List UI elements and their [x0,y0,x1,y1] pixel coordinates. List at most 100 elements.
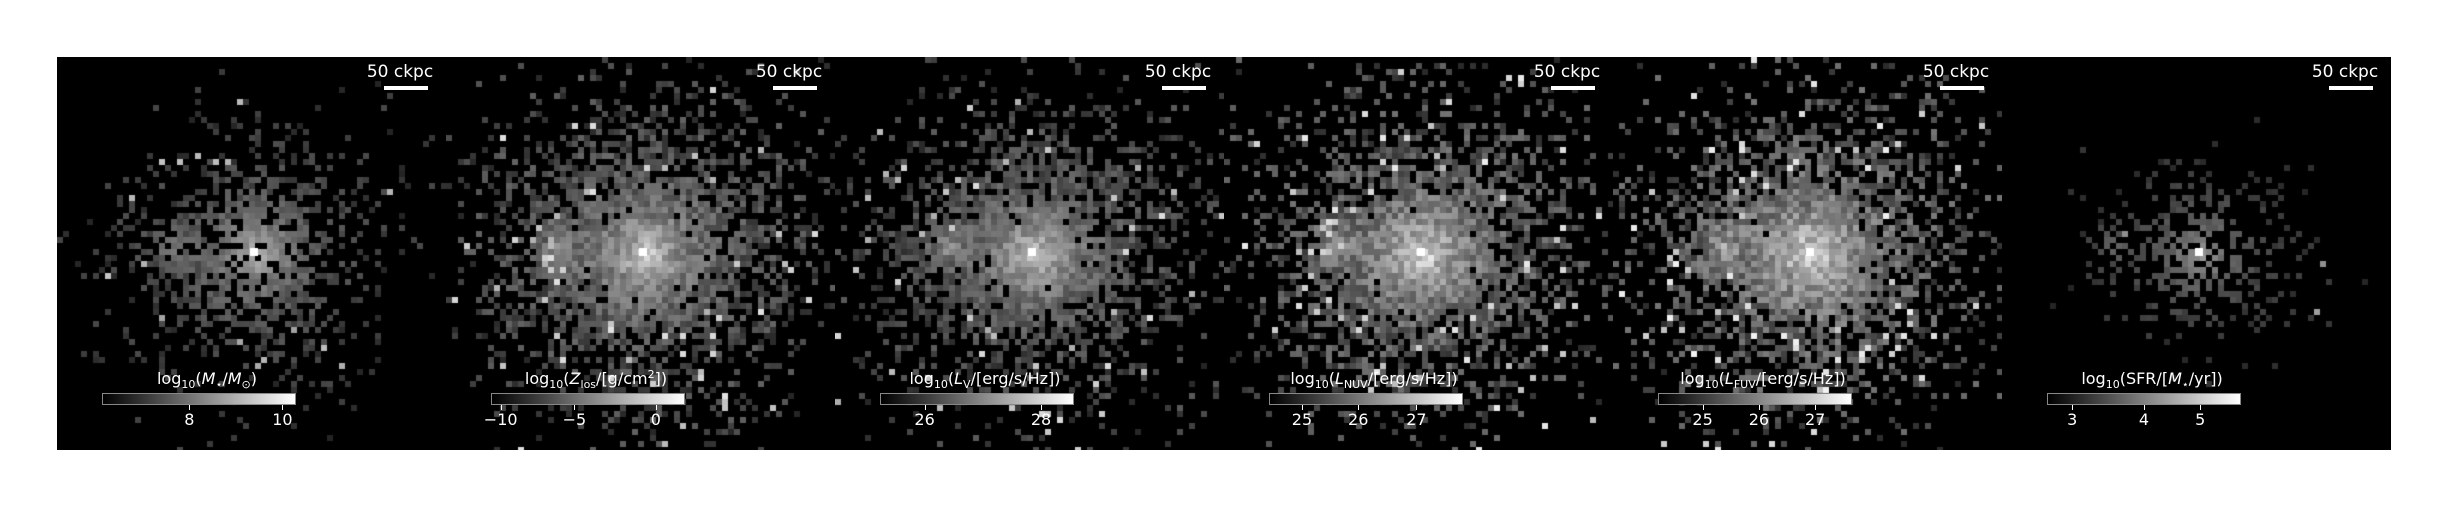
map-image [446,57,835,450]
scale-bar [384,86,428,90]
colorbar-label-part: ) [250,369,257,388]
map-panel-nuv-luminosity: 50 ckpc log10(LNUV/[erg/s/Hz]) 25 26 27 [1224,57,1613,450]
colorbar-label: log10(M⋆/M⊙) [57,368,357,391]
colorbar-tick-label: −10 [483,410,518,429]
colorbar-label-part: ( [1718,369,1725,388]
colorbar-tick [1758,405,1760,410]
colorbar-label-part: M [2168,369,2182,388]
scale-bar [1551,86,1595,90]
colorbar-tick-label: 28 [1030,410,1052,429]
colorbar-label-part: log [1290,369,1315,388]
map-panel-metal-column-density: 50 ckpc log10(Zlos/[g/cm2]) −10 −5 0 [446,57,835,450]
colorbar-tick [1041,405,1043,410]
colorbar-label-part: 10 [181,378,196,391]
colorbar-tick [1815,405,1817,410]
colorbar-label-part: log [524,369,550,388]
colorbar-label: log10(SFR/[M⋆/yr]) [2002,368,2302,391]
colorbar [102,393,296,405]
colorbar-label-part: NUV [1343,378,1368,391]
scale-bar [1940,86,1984,90]
colorbar-tick-label: 25 [1692,410,1713,429]
colorbar-label-part: ⋆ [2181,378,2189,391]
colorbar-tick-label: −5 [562,410,587,429]
image-strip: 50 ckpc log10(M⋆/M⊙) 8 10 50 ckpc log10(Zlos/… [57,57,2391,450]
colorbar-label: log10(LNUV/[erg/s/Hz]) [1224,368,1524,391]
colorbar-tick [1702,405,1704,410]
colorbar-label-part: log [2081,369,2106,388]
colorbar-label-part: 10 [2105,378,2120,391]
colorbar-label-part: M [201,369,216,388]
map-panel-v-band-luminosity: 50 ckpc log10(LV/[erg/s/Hz]) 26 28 [835,57,1224,450]
colorbar-label-part: FUV [1733,378,1756,391]
colorbar-tick [2144,405,2145,410]
map-panel-star-formation-rate: 50 ckpc log10(SFR/[M⋆/yr]) 3 4 5 [2002,57,2391,450]
colorbar-tick-label: 8 [184,410,195,429]
colorbar-label-part: ]) [654,369,668,388]
colorbar-label-part: ⊙ [241,378,251,391]
map-image [835,57,1224,450]
colorbar-label-part: 10 [1314,378,1329,391]
map-image [2002,57,2391,450]
scale-bar-label: 50 ckpc [755,62,823,82]
colorbar-label-part: /[erg/s/Hz]) [1755,369,1846,388]
colorbar-label-part: 10 [933,378,948,391]
scale-bar [1162,86,1206,90]
colorbar-tick [1358,405,1360,410]
colorbar-tick [655,405,657,410]
colorbar-label-part: / [222,369,228,388]
map-panel-stellar-mass: 50 ckpc log10(M⋆/M⊙) 8 10 [57,57,446,450]
colorbar-tick [574,405,576,410]
scale-bar-label: 50 ckpc [1922,62,1990,82]
colorbar-label-part: 10 [549,378,564,391]
colorbar-tick-label: 26 [914,410,935,429]
scale-bar-label: 50 ckpc [1144,62,1212,82]
colorbar [2047,393,2241,405]
colorbar-label-part: log [1680,369,1705,388]
map-panel-fuv-luminosity: 50 ckpc log10(LFUV/[erg/s/Hz]) 25 26 27 [1613,57,2002,450]
scale-bar [773,86,817,90]
colorbar-tick [500,405,502,410]
colorbar-tick-label: 26 [1748,410,1770,429]
colorbar-tick-label: 0 [650,410,661,429]
colorbar-label-part: /yr]) [2188,369,2223,388]
colorbar-tick [1416,405,1418,410]
colorbar-tick-label: 27 [1406,410,1427,429]
colorbar-tick [924,405,926,410]
colorbar-label-part: L [954,369,964,388]
scale-bar-label: 50 ckpc [366,62,434,82]
colorbar-tick-label: 25 [1291,410,1313,429]
colorbar-label-part: M [227,369,242,388]
colorbar-tick [2072,405,2074,410]
scale-bar [2329,86,2373,90]
colorbar-tick-label: 27 [1804,410,1826,429]
colorbar-label-part: L [1724,369,1734,388]
colorbar-label: log10(LV/[erg/s/Hz]) [835,368,1135,391]
colorbar-label-part: 10 [1704,378,1719,391]
colorbar-tick [1301,405,1303,410]
colorbar-label-part: log [156,369,182,388]
map-image [1224,57,1613,450]
colorbar-label-part: ( [1328,369,1335,388]
colorbar-label-part: /[erg/s/Hz]) [970,369,1061,388]
colorbar-tick [2200,405,2202,410]
colorbar-tick-label: 3 [2067,410,2078,429]
colorbar-label-part: /[erg/s/Hz]) [1367,369,1458,388]
colorbar-label-part: ⋆ [215,378,223,391]
colorbar-label-part: ( [195,369,202,388]
colorbar-label-part: V [963,378,971,391]
colorbar [491,393,685,405]
scale-bar-label: 50 ckpc [2311,62,2379,82]
colorbar-tick-label: 26 [1348,410,1369,429]
map-image [57,57,446,450]
colorbar-label: log10(LFUV/[erg/s/Hz]) [1613,368,1913,391]
colorbar-label-part: log [909,369,934,388]
colorbar-label-part: (SFR/[ [2119,369,2169,388]
colorbar-label-part: ( [947,369,955,388]
map-image [1613,57,2002,450]
colorbar-tick-label: 10 [272,410,293,429]
colorbar-label: log10(Zlos/[g/cm2]) [446,368,746,391]
colorbar-label-part: 2 [647,368,655,381]
colorbar [1658,393,1852,405]
colorbar-label-part: Z [569,369,581,388]
colorbar-tick-label: 4 [2138,410,2150,429]
